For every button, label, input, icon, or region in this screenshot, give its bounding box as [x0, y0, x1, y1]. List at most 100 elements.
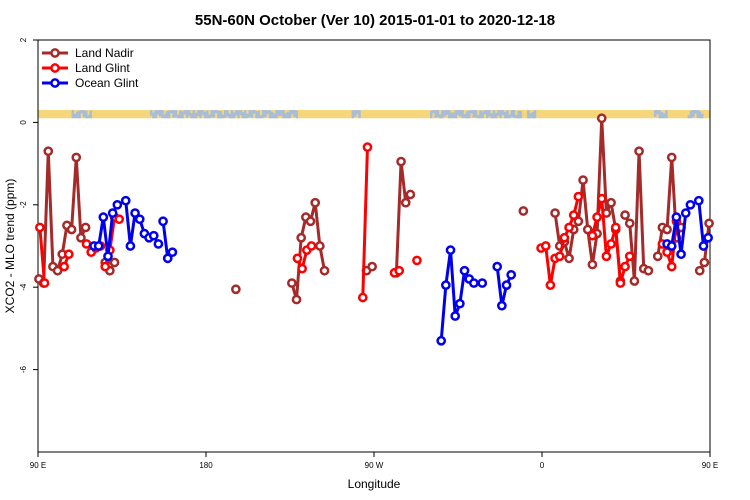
ocean-band-cell	[474, 110, 478, 118]
series-ocean-glint	[89, 195, 713, 346]
data-point	[93, 241, 104, 251]
ocean-band-cell	[264, 110, 267, 118]
data-point	[694, 265, 705, 276]
data-point	[35, 222, 45, 233]
data-point	[540, 241, 551, 251]
ocean-band-cell	[221, 114, 225, 119]
ocean-band-cell	[531, 111, 534, 119]
ocean-band-cell	[275, 110, 278, 119]
data-point	[367, 261, 377, 272]
x-axis: 90 E 180 90 W 0 90 E	[30, 452, 718, 470]
ocean-band-cell	[692, 110, 695, 118]
x-tick-label: 180	[199, 461, 213, 470]
ocean-band-cell	[658, 110, 661, 119]
data-point	[112, 199, 123, 210]
data-point	[497, 300, 507, 311]
ocean-band-cell	[268, 110, 272, 119]
data-point	[492, 261, 503, 272]
ocean-band-cell	[441, 110, 444, 119]
ocean-band-cell	[197, 110, 200, 116]
data-point	[412, 255, 422, 266]
ocean-band-cell	[432, 110, 435, 114]
data-point	[167, 247, 178, 258]
data-point	[39, 278, 50, 288]
data-point	[394, 265, 405, 276]
legend-label: Ocean Glint	[75, 76, 139, 90]
ocean-band-cell	[501, 110, 505, 115]
y-axis: 2 0 -2 -4 -6	[19, 37, 38, 373]
ocean-band-cell	[150, 110, 153, 116]
ocean-band-cell	[253, 110, 256, 114]
ocean-band-cell	[152, 112, 155, 119]
ocean-band-cell	[519, 110, 523, 119]
data-point	[310, 197, 321, 208]
ocean-band-cell	[351, 110, 355, 119]
ocean-band-cell	[212, 110, 216, 118]
ocean-band-cell	[656, 110, 659, 115]
ocean-band-cell	[190, 113, 193, 119]
ocean-band-cell	[170, 110, 173, 114]
ocean-band-cell	[456, 110, 460, 116]
ocean-band-cell	[80, 110, 83, 114]
data-point	[596, 113, 607, 124]
data-point	[71, 152, 82, 163]
ocean-band-cell	[517, 110, 520, 119]
ocean-band-cell	[192, 110, 195, 119]
ocean-band-cell	[452, 112, 455, 119]
ocean-band-cell	[533, 110, 537, 119]
y-tick-label: -2	[19, 201, 28, 209]
ocean-band-cell	[214, 110, 218, 113]
ocean-band-cell	[71, 110, 75, 119]
ocean-band-cell	[223, 110, 227, 119]
ocean-band-cell	[527, 110, 530, 119]
series-layer	[34, 113, 714, 346]
ocean-band-cell	[447, 110, 451, 119]
y-tick-label: 0	[19, 120, 28, 125]
data-point	[109, 257, 120, 268]
data-point	[76, 232, 86, 243]
legend-swatch-marker	[50, 48, 60, 58]
land-ocean-band	[38, 110, 710, 119]
ocean-band-cell	[497, 110, 500, 116]
legend-item: Ocean Glint	[42, 76, 139, 90]
data-point	[98, 212, 109, 223]
data-point	[153, 239, 164, 249]
data-point	[596, 193, 607, 204]
ocean-band-cell	[232, 112, 236, 119]
data-point	[158, 216, 168, 227]
ocean-band-cell	[689, 110, 693, 119]
data-point	[629, 276, 640, 286]
ocean-band-cell	[239, 110, 243, 116]
data-point	[666, 241, 677, 251]
data-point	[545, 280, 556, 290]
ocean-band-cell	[206, 110, 209, 119]
data-point	[134, 214, 145, 225]
ocean-band-cell	[701, 113, 704, 119]
ocean-band-cell	[662, 113, 666, 119]
ocean-band-cell	[179, 110, 182, 119]
data-point	[63, 249, 74, 260]
data-point	[43, 146, 54, 157]
ocean-band-cell	[450, 112, 453, 119]
data-point	[506, 269, 517, 280]
data-point	[319, 265, 330, 276]
data-point	[455, 298, 465, 309]
data-point	[477, 278, 488, 288]
ocean-band-cell	[503, 111, 507, 119]
ocean-band-cell	[687, 115, 691, 119]
ocean-band-cell	[459, 110, 462, 117]
data-point	[699, 257, 710, 268]
ocean-band-cell	[654, 110, 657, 117]
ocean-band-cell	[477, 114, 480, 119]
ocean-band-cell	[266, 110, 269, 115]
x-axis-title: Longitude	[348, 477, 401, 491]
data-point	[441, 280, 451, 290]
data-point	[634, 146, 644, 157]
ocean-band-cell	[295, 110, 299, 119]
ocean-band-cell	[515, 115, 518, 119]
series-line	[495, 266, 513, 308]
ocean-band-cell	[235, 110, 238, 116]
data-point	[66, 224, 77, 235]
ocean-band-cell	[87, 115, 90, 119]
